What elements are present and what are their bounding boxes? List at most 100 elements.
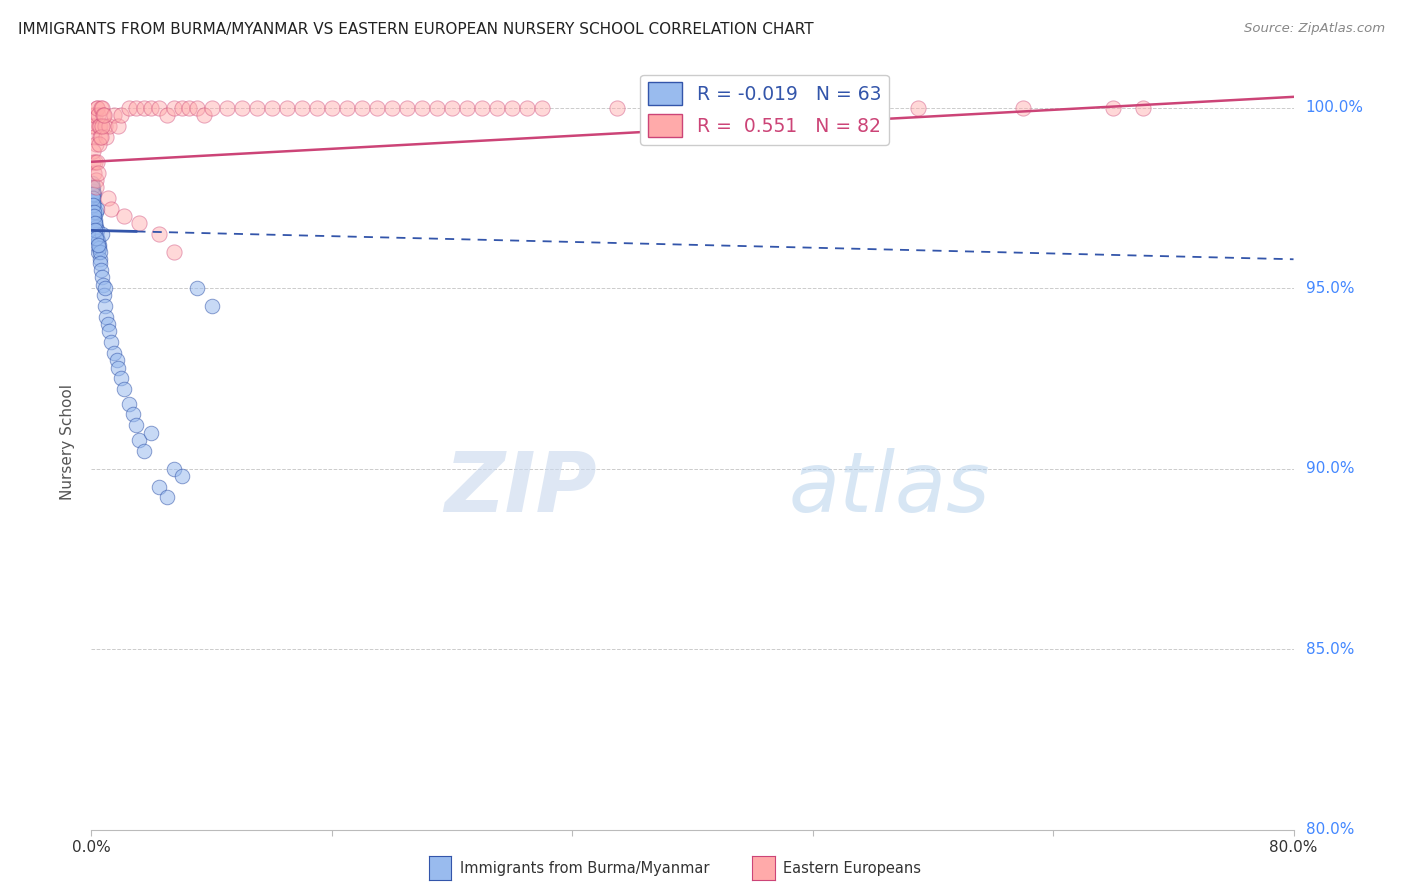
Text: Eastern Europeans: Eastern Europeans [783, 862, 921, 876]
Point [86, 166, 108, 180]
Point [350, 101, 373, 115]
Point [82, 194, 104, 209]
Point [501, 101, 523, 115]
Point [90, 101, 112, 115]
Point [90, 101, 112, 115]
Point [86, 223, 108, 237]
Point [177, 101, 200, 115]
Point [83, 209, 105, 223]
Text: 90.0%: 90.0% [1306, 461, 1354, 476]
Point [89, 136, 111, 151]
Point [82, 144, 104, 158]
Point [148, 480, 170, 494]
Point [86, 230, 108, 244]
Point [86, 101, 108, 115]
Point [82, 191, 104, 205]
Text: IMMIGRANTS FROM BURMA/MYANMAR VS EASTERN EUROPEAN NURSERY SCHOOL CORRELATION CHA: IMMIGRANTS FROM BURMA/MYANMAR VS EASTERN… [18, 22, 814, 37]
Point [87, 108, 110, 122]
Point [186, 281, 208, 295]
Point [163, 101, 186, 115]
Point [90, 129, 112, 144]
Point [148, 227, 170, 241]
Point [82, 191, 104, 205]
Point [1132, 101, 1154, 115]
Point [110, 108, 132, 122]
Point [86, 202, 108, 216]
Point [132, 101, 155, 115]
Point [141, 101, 163, 115]
Point [86, 234, 108, 248]
Point [456, 101, 478, 115]
Point [98, 119, 121, 133]
Point [163, 245, 186, 260]
Point [114, 209, 136, 223]
Point [907, 101, 929, 115]
Point [155, 491, 177, 505]
Point [87, 245, 110, 260]
Point [831, 101, 853, 115]
Point [83, 205, 105, 219]
Point [82, 119, 104, 133]
Point [110, 371, 132, 385]
Point [84, 216, 107, 230]
Point [83, 187, 105, 202]
Y-axis label: Nursery School: Nursery School [60, 384, 76, 500]
Point [170, 101, 193, 115]
Point [155, 108, 177, 122]
Point [86, 101, 108, 115]
Point [118, 101, 141, 115]
Point [86, 154, 108, 169]
Point [83, 209, 105, 223]
Point [87, 237, 110, 252]
Point [148, 101, 170, 115]
Point [82, 154, 104, 169]
Point [100, 335, 122, 350]
Point [89, 256, 111, 270]
Point [246, 101, 269, 115]
Point [96, 129, 118, 144]
Point [91, 270, 114, 285]
Point [84, 205, 107, 219]
Point [531, 101, 554, 115]
Point [90, 227, 112, 241]
Point [305, 101, 328, 115]
Point [125, 101, 148, 115]
Point [426, 101, 449, 115]
Point [107, 119, 129, 133]
Point [83, 212, 105, 227]
Point [82, 108, 104, 122]
Point [114, 382, 136, 396]
Text: 85.0%: 85.0% [1306, 641, 1354, 657]
Point [83, 119, 105, 133]
Point [321, 101, 343, 115]
Point [128, 216, 150, 230]
Point [89, 119, 111, 133]
Text: 100.0%: 100.0% [1306, 100, 1364, 115]
Point [606, 101, 628, 115]
Point [441, 101, 464, 115]
Point [94, 299, 117, 313]
Point [395, 101, 418, 115]
Point [86, 230, 108, 244]
Point [170, 468, 193, 483]
Point [291, 101, 314, 115]
Point [118, 397, 141, 411]
Point [84, 180, 107, 194]
Text: Source: ZipAtlas.com: Source: ZipAtlas.com [1244, 22, 1385, 36]
Point [141, 425, 163, 440]
Point [471, 101, 494, 115]
Point [105, 353, 128, 368]
Point [193, 108, 215, 122]
Point [82, 184, 104, 198]
Point [201, 101, 224, 115]
Text: Immigrants from Burma/Myanmar: Immigrants from Burma/Myanmar [460, 862, 709, 876]
Point [89, 252, 111, 267]
Point [381, 101, 404, 115]
Point [82, 198, 104, 212]
Point [82, 187, 104, 202]
Point [84, 136, 107, 151]
Point [83, 202, 105, 216]
Point [94, 281, 117, 295]
Text: 80.0%: 80.0% [1306, 822, 1354, 837]
Point [411, 101, 433, 115]
